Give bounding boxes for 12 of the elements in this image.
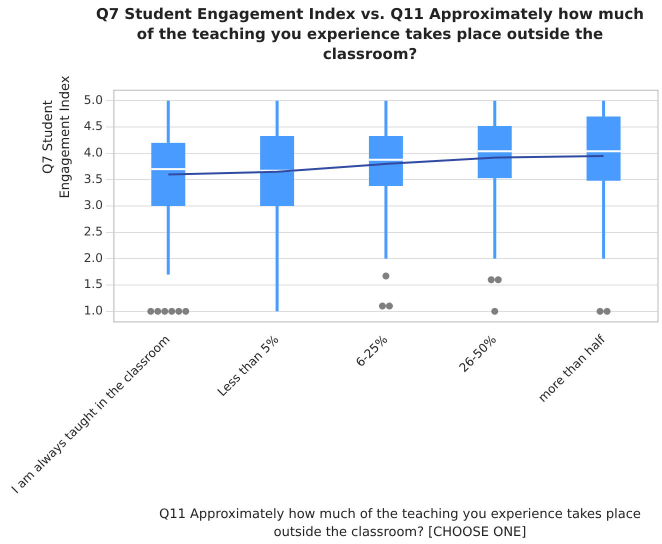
y-tick-label: 5.0 <box>84 92 103 107</box>
chart-title: Q7 Student Engagement Index vs. Q11 Approximately how much of the teaching you experience takes place outside the classroom? <box>95 4 645 64</box>
y-tick-label: 2.0 <box>84 250 103 265</box>
y-axis-title: Q7 Student Engagement Index <box>40 74 74 200</box>
y-tick-label: 2.5 <box>84 224 103 238</box>
y-tick-label: 4.5 <box>84 119 103 134</box>
y-tick-label: 1.0 <box>84 303 103 318</box>
y-tick-label: 3.5 <box>84 172 103 186</box>
x-axis-title: Q11 Approximately how much of the teaching you experience takes place outside the classroom? [CHOOSE ONE] <box>158 506 642 542</box>
y-tick-label: 1.5 <box>84 277 103 292</box>
y-tick-label: 3.0 <box>84 198 103 212</box>
y-tick-label: 4.0 <box>84 146 103 160</box>
